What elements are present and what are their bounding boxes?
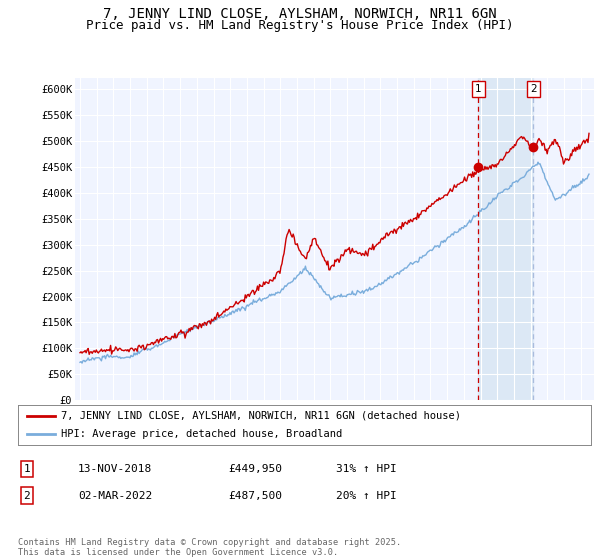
Bar xyxy=(478,78,533,400)
Text: 1: 1 xyxy=(475,84,482,94)
Text: 31% ↑ HPI: 31% ↑ HPI xyxy=(336,464,397,474)
Text: Contains HM Land Registry data © Crown copyright and database right 2025.
This d: Contains HM Land Registry data © Crown c… xyxy=(18,538,401,557)
Text: £487,500: £487,500 xyxy=(228,491,282,501)
Text: 02-MAR-2022: 02-MAR-2022 xyxy=(78,491,152,501)
Text: 2: 2 xyxy=(530,84,537,94)
Text: 13-NOV-2018: 13-NOV-2018 xyxy=(78,464,152,474)
Text: HPI: Average price, detached house, Broadland: HPI: Average price, detached house, Broa… xyxy=(61,430,342,439)
Text: 20% ↑ HPI: 20% ↑ HPI xyxy=(336,491,397,501)
Text: £449,950: £449,950 xyxy=(228,464,282,474)
Text: 1: 1 xyxy=(23,464,31,474)
Text: 7, JENNY LIND CLOSE, AYLSHAM, NORWICH, NR11 6GN (detached house): 7, JENNY LIND CLOSE, AYLSHAM, NORWICH, N… xyxy=(61,411,461,421)
Text: Price paid vs. HM Land Registry's House Price Index (HPI): Price paid vs. HM Land Registry's House … xyxy=(86,19,514,32)
Text: 7, JENNY LIND CLOSE, AYLSHAM, NORWICH, NR11 6GN: 7, JENNY LIND CLOSE, AYLSHAM, NORWICH, N… xyxy=(103,7,497,21)
Text: 2: 2 xyxy=(23,491,31,501)
